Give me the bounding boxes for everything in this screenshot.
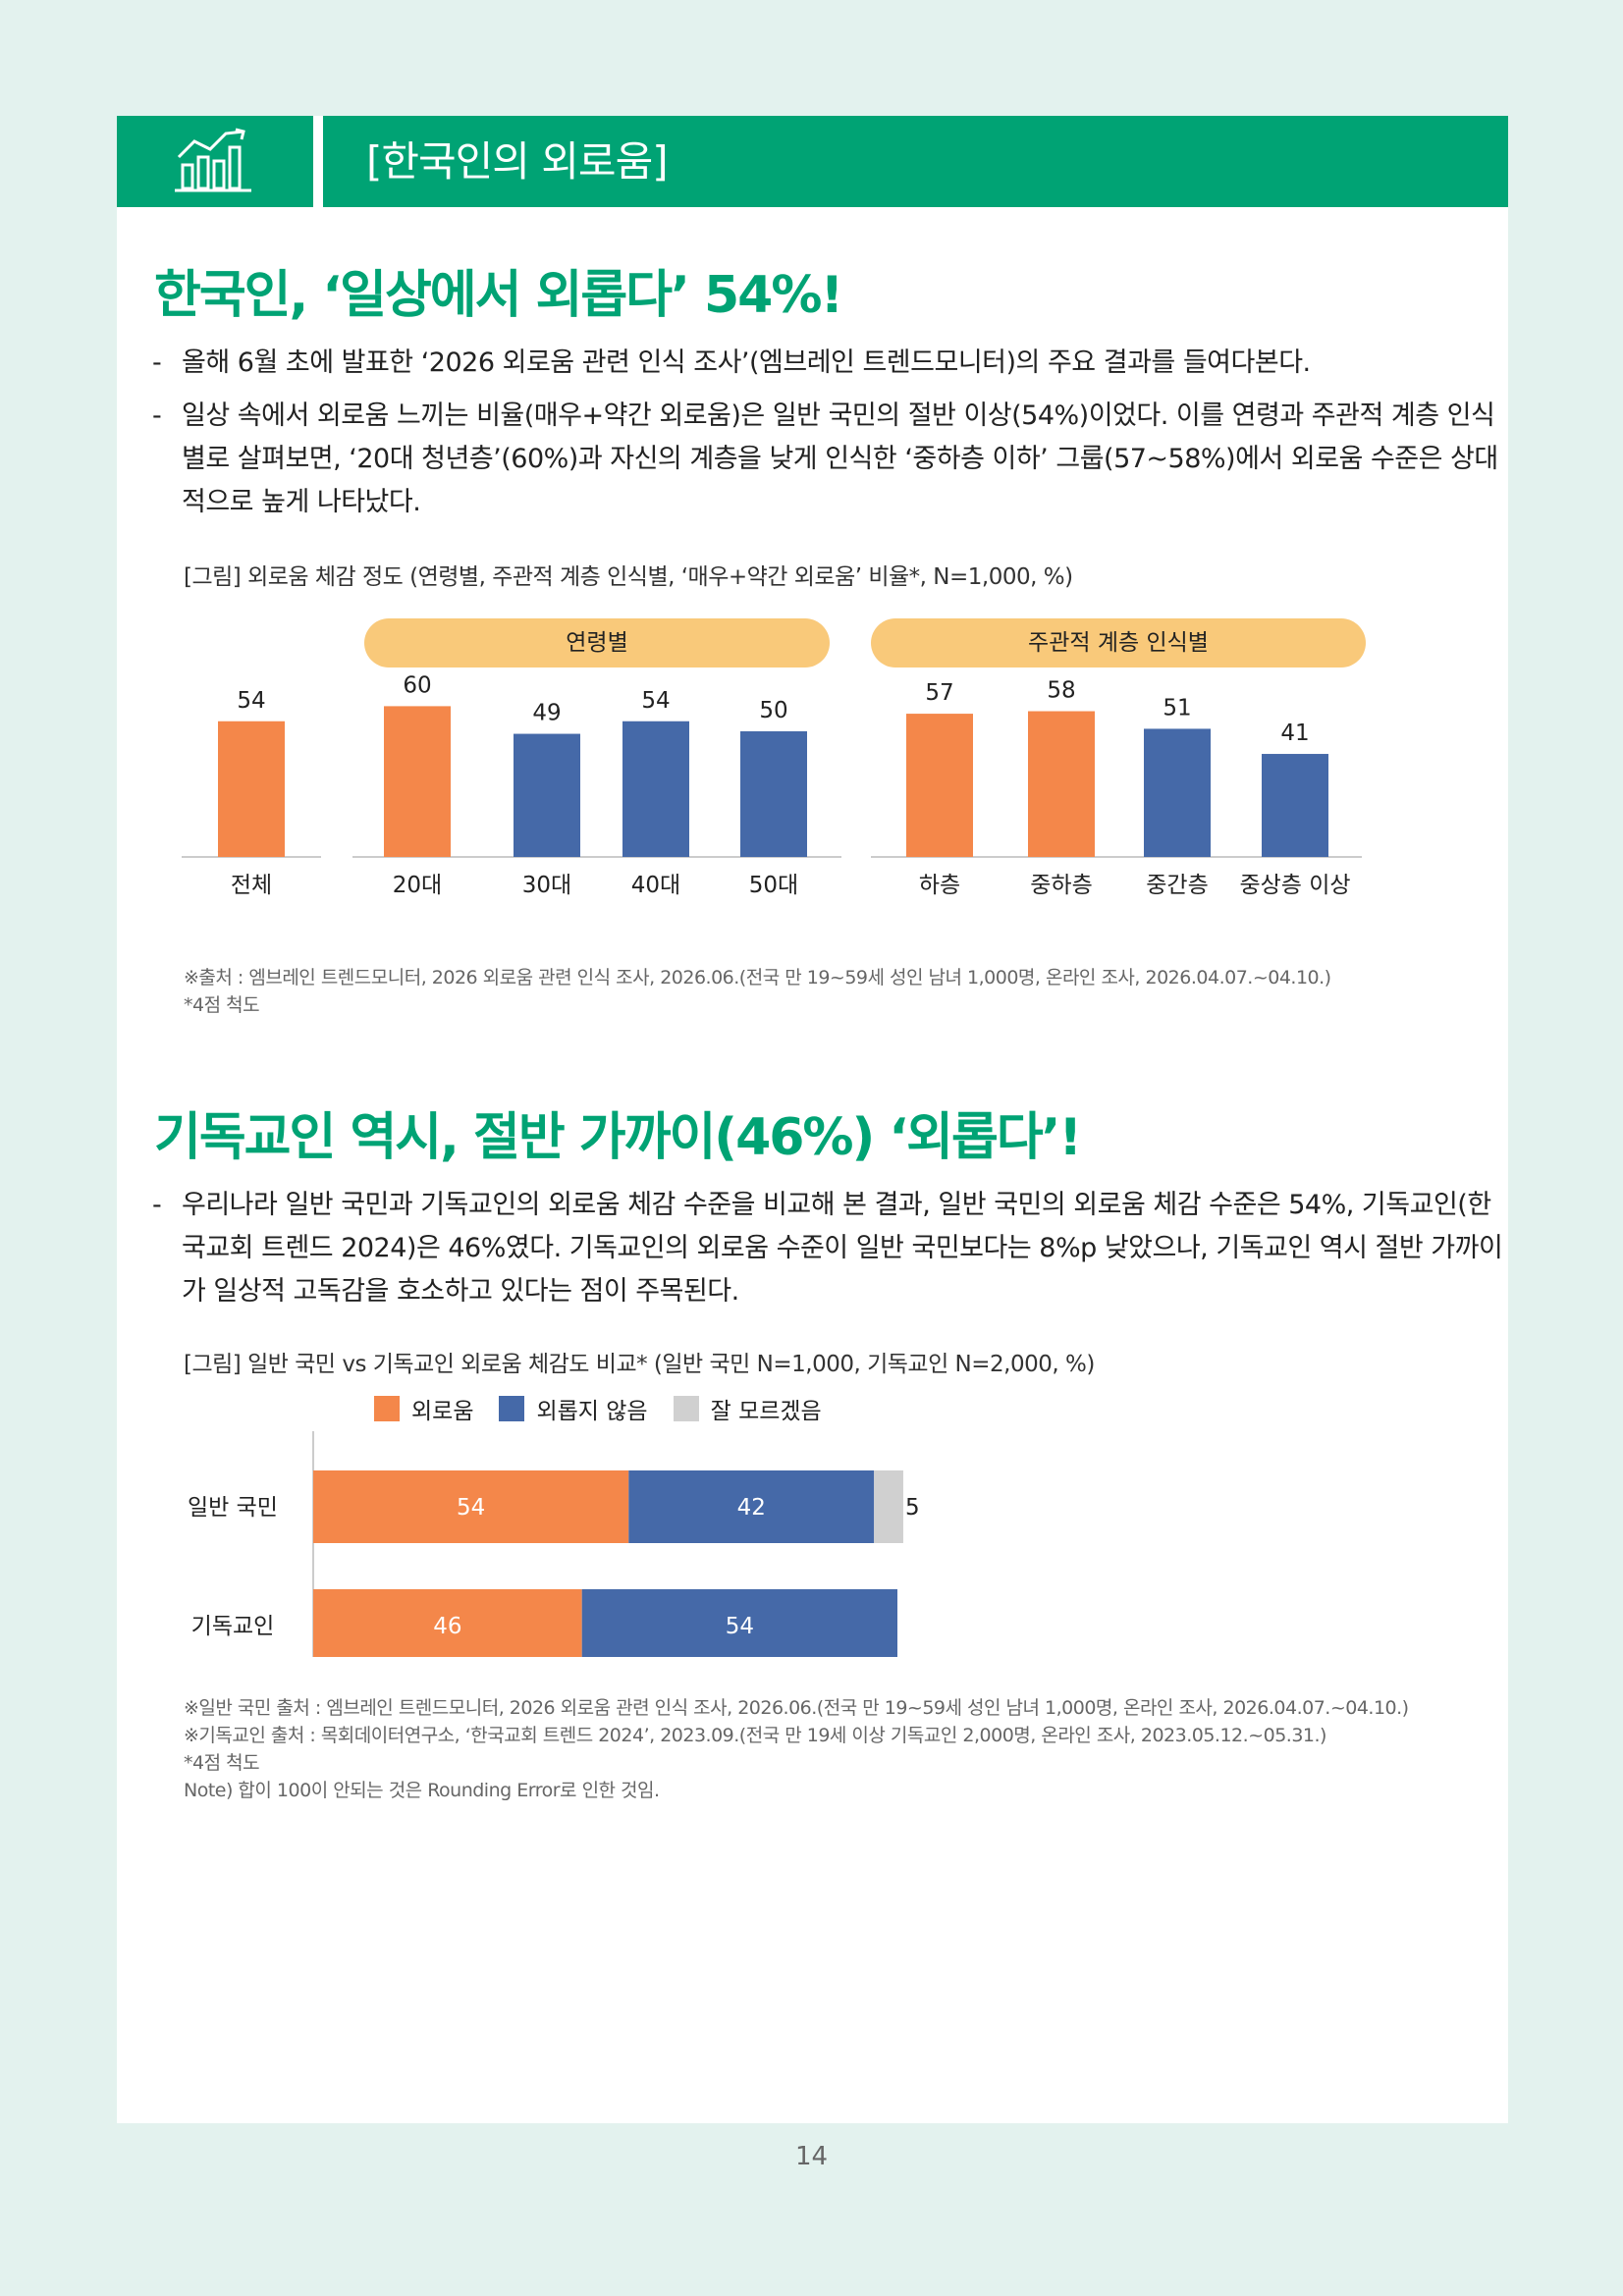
bar-chart-growth-icon [175, 128, 251, 191]
bar-중간층 [1144, 728, 1211, 857]
category-label: 일반 국민 [188, 1495, 278, 1521]
bar-중하층 [1028, 711, 1095, 857]
page-number: 14 [794, 2142, 829, 2171]
bullet-dash: - [152, 1190, 162, 1220]
figure1-caption: [그림] 외로움 체감 정도 (연령별, 주관적 계층 인식별, ‘매우+약간 … [184, 564, 1073, 590]
category-label: 하층 [919, 873, 960, 898]
data-label: 54 [641, 688, 670, 714]
group-pill-class: 주관적 계층 인식별 [871, 618, 1366, 667]
comparison-stacked-bar-chart: 일반 국민 54 42 5 기독교인 46 54 [188, 1431, 920, 1657]
figure2-caption: [그림] 일반 국민 vs 기독교인 외로움 체감도 비교* (일반 국민 N=… [184, 1352, 1095, 1377]
figure2-source: ※일반 국민 출처 : 엠브레인 트렌드모니터, 2026 외로움 관련 인식 … [184, 1694, 1409, 1804]
header-icon-box [117, 116, 313, 207]
data-label: 50 [759, 698, 787, 723]
bar-중상층 이상 [1262, 754, 1328, 857]
section2-heading: 기독교인 역시, 절반 가까이(46%) ‘외롭다’! [154, 1108, 1082, 1167]
source-line: ※일반 국민 출처 : 엠브레인 트렌드모니터, 2026 외로움 관련 인식 … [184, 1697, 1409, 1719]
category-label: 40대 [631, 873, 680, 898]
scale-note: *4점 척도 [184, 994, 260, 1016]
legend-swatch [499, 1396, 525, 1421]
chart2-legend: 외로움 외롭지 않음 잘 모르겠음 [374, 1392, 822, 1425]
group-pill-age: 연령별 [364, 618, 830, 667]
category-label: 중하층 [1030, 873, 1092, 898]
bar-20대 [384, 706, 451, 857]
data-label: 46 [433, 1614, 461, 1639]
data-label: 58 [1047, 678, 1075, 704]
data-label: 60 [403, 675, 431, 698]
header-title: [한국인의 외로움] [323, 116, 1508, 207]
legend-item-lonely: 외로움 [374, 1392, 473, 1425]
bullet-dash: - [152, 400, 162, 431]
scale-note: *4점 척도 [184, 1752, 260, 1774]
source-line: ※출처 : 엠브레인 트렌드모니터, 2026 외로움 관련 인식 조사, 20… [184, 967, 1331, 988]
category-label: 20대 [393, 873, 442, 898]
category-label: 중간층 [1146, 873, 1208, 898]
segment-외롭지 않음 [628, 1470, 875, 1543]
data-label: 49 [532, 701, 561, 726]
legend-swatch [673, 1396, 699, 1421]
category-label: 기독교인 [191, 1614, 275, 1639]
loneliness-bar-chart: 54 전체 60 20대 49 30대 54 40대 50 50대 57 하층 58 중하층 51 중간층 41… [182, 675, 1362, 898]
bullet-dash: - [152, 347, 162, 378]
page-card: [한국인의 외로움] 한국인, ‘일상에서 외롭다’ 54%! - 올해 6월 … [117, 116, 1508, 2123]
data-label: 42 [737, 1495, 766, 1521]
data-label: 54 [457, 1495, 485, 1521]
section1-bullet-2: - 일상 속에서 외로움 느끼는 비율(매우+약간 외로움)은 일반 국민의 절… [152, 395, 1507, 524]
legend-item-not-lonely: 외롭지 않음 [499, 1392, 648, 1425]
section2-bullet-1: - 우리나라 일반 국민과 기독교인의 외로움 체감 수준을 비교해 본 결과,… [152, 1184, 1507, 1313]
data-label: 41 [1280, 721, 1309, 746]
segment-외로움 [313, 1470, 629, 1543]
bar-전체 [218, 721, 285, 857]
category-label: 30대 [522, 873, 571, 898]
legend-swatch [374, 1396, 400, 1421]
category-label: 50대 [749, 873, 798, 898]
segment-외롭지 않음 [581, 1589, 897, 1657]
bar-하층 [906, 714, 973, 857]
rounding-note: Note) 합이 100이 안되는 것은 Rounding Error로 인한 … [184, 1780, 660, 1801]
header-band: [한국인의 외로움] [117, 116, 1508, 207]
section1-heading: 한국인, ‘일상에서 외롭다’ 54%! [154, 266, 843, 325]
data-label: 54 [237, 688, 265, 714]
data-label: 57 [925, 680, 953, 706]
data-label: 51 [1163, 695, 1191, 721]
source-line: ※기독교인 출처 : 목회데이터연구소, ‘한국교회 트렌드 2024’, 20… [184, 1725, 1326, 1746]
segment-잘 모르겠음 [874, 1470, 903, 1543]
category-label: 전체 [231, 873, 272, 898]
figure1-source: ※출처 : 엠브레인 트렌드모니터, 2026 외로움 관련 인식 조사, 20… [184, 964, 1331, 1019]
category-label: 중상층 이상 [1239, 873, 1350, 898]
section1-bullet-1: - 올해 6월 초에 발표한 ‘2026 외로움 관련 인식 조사’(엠브레인 … [152, 342, 1507, 385]
data-label: 54 [726, 1614, 754, 1639]
bar-30대 [514, 733, 580, 857]
segment-외로움 [313, 1589, 582, 1657]
bar-50대 [740, 731, 807, 857]
legend-item-unknown: 잘 모르겠음 [673, 1392, 822, 1425]
bar-40대 [622, 721, 689, 857]
data-label: 5 [905, 1495, 920, 1521]
